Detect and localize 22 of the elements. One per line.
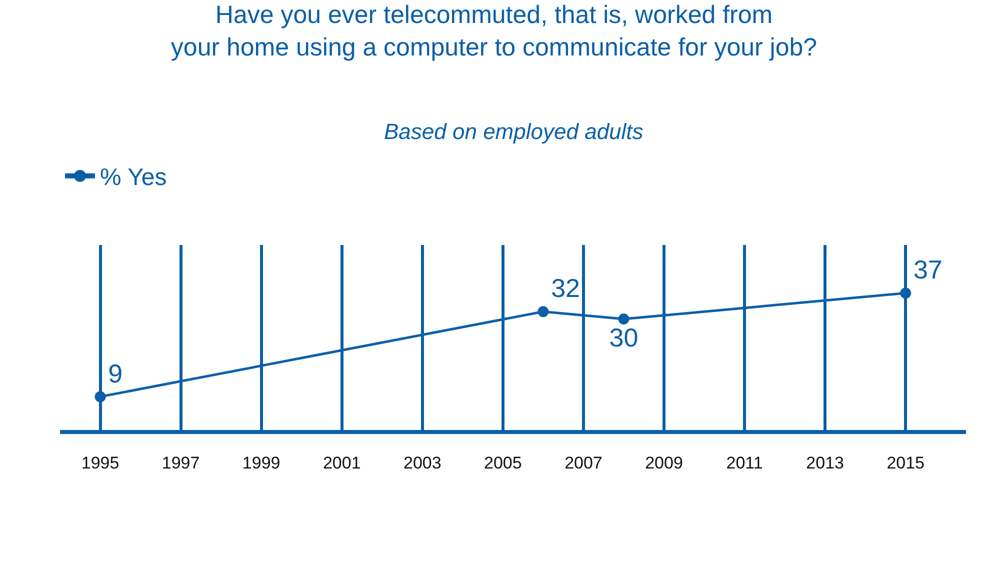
data-label: 32 [551, 273, 580, 304]
x-tick-label: 2007 [564, 453, 602, 472]
data-label: 9 [108, 358, 123, 388]
chart-subtitle: Based on employed adults [384, 119, 644, 144]
x-tick-label: 1995 [81, 453, 120, 472]
legend-label: % Yes [100, 164, 167, 192]
point [618, 314, 630, 324]
x-tick-label: 2005 [484, 453, 522, 472]
x-tick-label: 2011 [726, 453, 763, 472]
x-tick-label: 2013 [806, 453, 844, 472]
data-label: 30 [609, 322, 638, 352]
point [94, 391, 106, 402]
point [538, 306, 549, 318]
data-label: 37 [913, 254, 942, 285]
x-tick-label: 2001 [322, 453, 361, 472]
x-tick-label: 2015 [886, 453, 925, 472]
chart-title: Have you ever telecommuted, that is, worked from your home using a computer to communicate for your job? [170, 0, 818, 62]
x-tick-label: 2009 [645, 453, 683, 472]
x-tick-label: 1999 [242, 453, 280, 472]
point [900, 288, 912, 299]
x-tick-label: 2003 [403, 453, 442, 472]
x-tick-label: 1997 [162, 453, 200, 472]
